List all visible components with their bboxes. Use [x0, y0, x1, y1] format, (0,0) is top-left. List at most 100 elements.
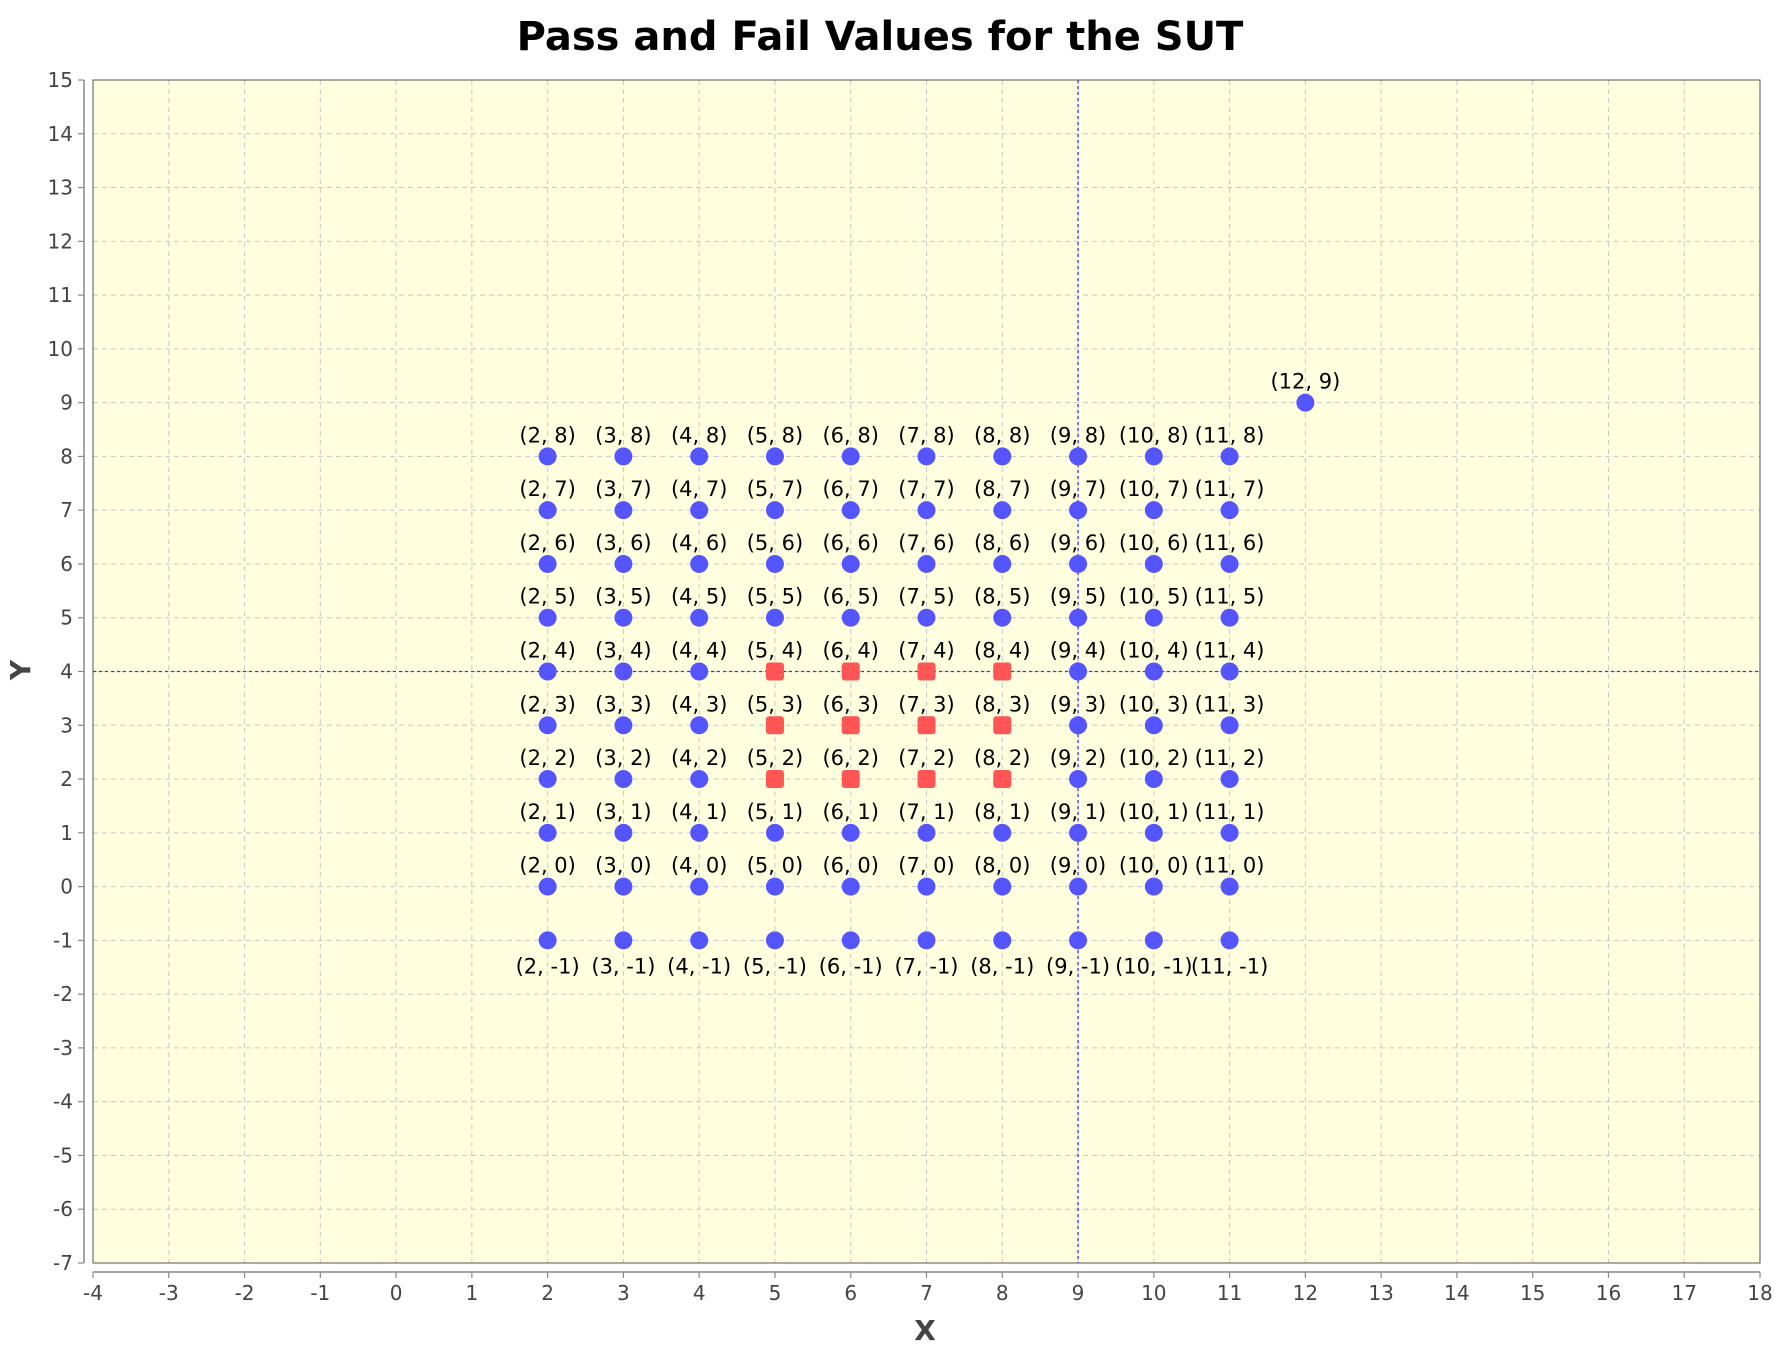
point-label: (11, 6): [1195, 531, 1265, 555]
y-tick-label: 13: [48, 176, 73, 200]
point-label: (2, 3): [519, 692, 575, 716]
pass-point: [765, 447, 784, 466]
point-label: (7, 0): [898, 854, 954, 878]
point-label: (9, 0): [1050, 854, 1106, 878]
x-tick-label: 2: [541, 1281, 554, 1305]
x-tick-label: 0: [390, 1281, 403, 1305]
pass-point: [993, 554, 1012, 573]
pass-point: [1220, 823, 1239, 842]
point-label: (8, 2): [974, 746, 1030, 770]
point-label: (6, 1): [822, 800, 878, 824]
point-label: (6, -1): [819, 954, 883, 978]
point-label: (8, 6): [974, 531, 1030, 555]
point-label: (7, 1): [898, 800, 954, 824]
x-tick-label: 1: [465, 1281, 478, 1305]
pass-point: [538, 501, 557, 520]
point-label: (10, 0): [1119, 854, 1189, 878]
x-tick-label: 13: [1368, 1281, 1393, 1305]
pass-point: [917, 823, 936, 842]
y-tick-label: 9: [60, 391, 73, 415]
pass-point: [538, 877, 557, 896]
y-tick-label: 6: [60, 552, 73, 576]
grid: [92, 79, 1761, 1264]
pass-point: [1220, 931, 1239, 950]
pass-point: [1220, 662, 1239, 681]
pass-point: [1220, 877, 1239, 896]
pass-point: [690, 877, 709, 896]
x-tick-label: 11: [1217, 1281, 1242, 1305]
fail-point: [917, 770, 936, 789]
x-axis-label: X: [914, 1314, 936, 1347]
point-label: (9, 8): [1050, 423, 1106, 447]
x-tick-label: 12: [1293, 1281, 1318, 1305]
y-tick-label: 12: [48, 229, 73, 253]
pass-point: [841, 608, 860, 627]
point-label: (2, 6): [519, 531, 575, 555]
x-tick-label: 3: [617, 1281, 630, 1305]
pass-point: [690, 447, 709, 466]
pass-point: [841, 554, 860, 573]
point-label: (11, 5): [1195, 585, 1265, 609]
pass-point: [1069, 716, 1088, 735]
chart-title: Pass and Fail Values for the SUT: [517, 14, 1244, 60]
point-label: (7, -1): [894, 954, 958, 978]
pass-point: [1144, 662, 1163, 681]
point-label: (9, 2): [1050, 746, 1106, 770]
fail-point: [841, 716, 860, 735]
pass-point: [1144, 931, 1163, 950]
point-label: (9, 3): [1050, 692, 1106, 716]
pass-point: [993, 447, 1012, 466]
fail-point: [765, 716, 784, 735]
pass-point: [917, 501, 936, 520]
pass-point: [1069, 447, 1088, 466]
point-label: (4, -1): [667, 954, 731, 978]
x-tick-label: -4: [83, 1281, 103, 1305]
y-tick-label: 4: [60, 660, 73, 684]
pass-point: [614, 608, 633, 627]
point-label: (4, 2): [671, 746, 727, 770]
point-label: (11, 1): [1195, 800, 1265, 824]
x-tick-label: 18: [1747, 1281, 1772, 1305]
point-label: (5, 8): [747, 423, 803, 447]
pass-point: [690, 501, 709, 520]
pass-point: [614, 931, 633, 950]
point-label: (4, 3): [671, 692, 727, 716]
point-label: (9, 1): [1050, 800, 1106, 824]
pass-point: [1144, 501, 1163, 520]
plot-border: [92, 79, 1761, 1264]
pass-point: [1144, 770, 1163, 789]
pass-point: [1069, 608, 1088, 627]
y-tick-label: 7: [60, 498, 73, 522]
pass-point: [614, 877, 633, 896]
y-tick-label: 1: [60, 821, 73, 845]
point-label: (2, 7): [519, 477, 575, 501]
pass-point: [538, 662, 557, 681]
x-tick-label: -3: [159, 1281, 179, 1305]
point-label: (10, 1): [1119, 800, 1189, 824]
pass-point: [538, 823, 557, 842]
pass-point: [1220, 447, 1239, 466]
point-label: (5, 0): [747, 854, 803, 878]
data-points: [538, 393, 1315, 950]
point-label: (3, 2): [595, 746, 651, 770]
pass-point: [690, 823, 709, 842]
y-axis-label: Y: [4, 659, 37, 681]
pass-point: [765, 608, 784, 627]
pass-point: [690, 931, 709, 950]
pass-point: [765, 823, 784, 842]
point-label: (2, 4): [519, 639, 575, 663]
point-label: (2, 5): [519, 585, 575, 609]
point-label: (3, 5): [595, 585, 651, 609]
point-label: (8, 0): [974, 854, 1030, 878]
point-label: (11, 4): [1195, 639, 1265, 663]
y-tick-label: -6: [53, 1197, 73, 1221]
point-label: (10, 4): [1119, 639, 1189, 663]
point-label: (5, 2): [747, 746, 803, 770]
point-label: (5, 7): [747, 477, 803, 501]
point-label: (6, 2): [822, 746, 878, 770]
y-tick-label: 10: [48, 337, 73, 361]
y-tick-label: 15: [48, 68, 73, 92]
point-label: (11, 0): [1195, 854, 1265, 878]
pass-point: [917, 447, 936, 466]
point-label: (3, 7): [595, 477, 651, 501]
